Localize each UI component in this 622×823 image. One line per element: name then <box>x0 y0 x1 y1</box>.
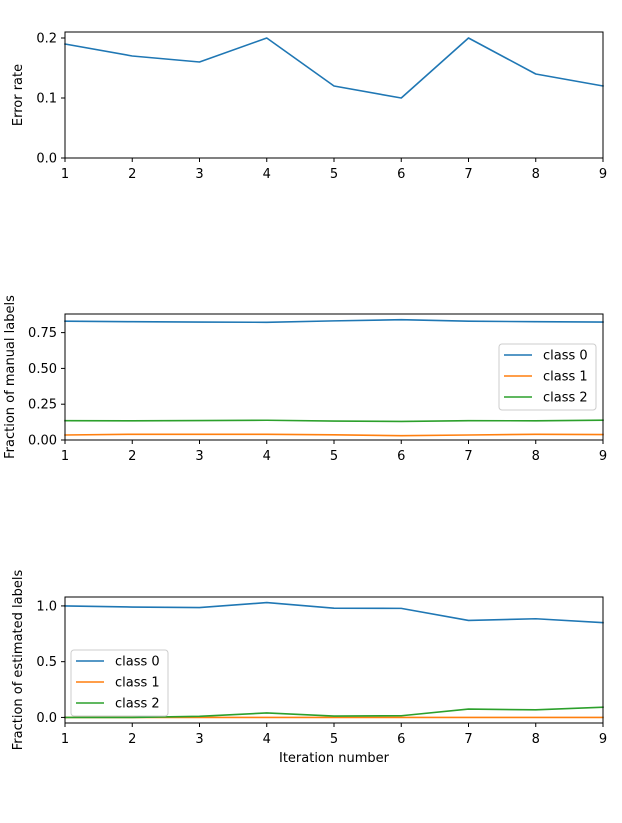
y-tick-label: 0.0 <box>36 711 57 726</box>
x-tick-label: 7 <box>464 167 472 182</box>
legend: class 0 class 1 class 2 <box>498 343 597 411</box>
x-tick-label: 1 <box>61 167 69 182</box>
x-tick-label: 2 <box>128 167 136 182</box>
y-tick-label: 0.50 <box>28 362 57 377</box>
legend-label: class 1 <box>115 676 160 691</box>
series-line-class-1 <box>64 433 604 437</box>
x-tick-label: 2 <box>128 449 136 464</box>
legend-label: class 0 <box>543 349 588 364</box>
x-tick-label: 3 <box>195 732 203 747</box>
x-tick-label: 3 <box>195 167 203 182</box>
legend-label: class 2 <box>115 697 160 712</box>
series-line-class-0 <box>64 318 604 324</box>
x-tick-label: 1 <box>61 732 69 747</box>
x-tick-label: 4 <box>263 167 271 182</box>
x-tick-label: 5 <box>330 167 338 182</box>
series-line-class-2 <box>64 419 604 423</box>
x-tick-label: 7 <box>464 732 472 747</box>
x-tick-label: 8 <box>532 732 540 747</box>
x-tick-label: 2 <box>128 732 136 747</box>
x-tick-label: 7 <box>464 449 472 464</box>
x-tick-label: 6 <box>397 732 405 747</box>
legend-label: class 1 <box>543 370 588 385</box>
x-tick-label: 3 <box>195 449 203 464</box>
y-tick-label: 0.00 <box>28 434 57 449</box>
x-tick-label: 9 <box>599 732 607 747</box>
x-tick-label: 9 <box>599 167 607 182</box>
series-line-class-0 <box>64 601 604 624</box>
series-line-class-2 <box>64 706 604 719</box>
x-tick-label: 6 <box>397 449 405 464</box>
x-tick-label: 8 <box>532 167 540 182</box>
legend-box <box>498 343 597 411</box>
y-tick-label: 0.0 <box>36 152 57 167</box>
y-tick-label: 0.5 <box>36 655 57 670</box>
y-axis-label: Error rate <box>11 64 26 126</box>
legend-box <box>70 649 169 717</box>
y-axis-label: Fraction of manual labels <box>3 295 18 459</box>
legend-label: class 0 <box>115 655 160 670</box>
axes-frame <box>64 31 604 159</box>
panel-2: 1 2 3 4 5 6 7 8 9 0.00 0.25 0.50 0.75 Fraction of man… <box>3 295 607 464</box>
x-tick-label: 6 <box>397 167 405 182</box>
x-tick-label: 5 <box>330 732 338 747</box>
y-tick-label: 0.25 <box>28 398 57 413</box>
x-tick-label: 5 <box>330 449 338 464</box>
x-tick-label: 4 <box>263 449 271 464</box>
x-tick-label: 8 <box>532 449 540 464</box>
y-tick-label: 0.75 <box>28 326 57 341</box>
legend: class 0 class 1 class 2 <box>70 649 169 717</box>
y-tick-label: 1.0 <box>36 599 57 614</box>
y-tick-label: 0.1 <box>36 92 57 107</box>
x-tick-label: 9 <box>599 449 607 464</box>
legend-label: class 2 <box>543 391 588 406</box>
series-line-error-rate <box>64 37 604 99</box>
x-tick-label: 1 <box>61 449 69 464</box>
y-axis-label: Fraction of estimated labels <box>11 570 26 751</box>
y-tick-label: 0.2 <box>36 32 57 47</box>
panel-3: 1 2 3 4 5 6 7 8 9 0.0 0.5 1.0 Fraction of estimated … <box>11 570 607 766</box>
x-axis-label: Iteration number <box>279 751 390 766</box>
x-tick-label: 4 <box>263 732 271 747</box>
panel-1: 1 2 3 4 5 6 7 8 9 0.0 0.1 0.2 Error rate <box>11 31 607 182</box>
